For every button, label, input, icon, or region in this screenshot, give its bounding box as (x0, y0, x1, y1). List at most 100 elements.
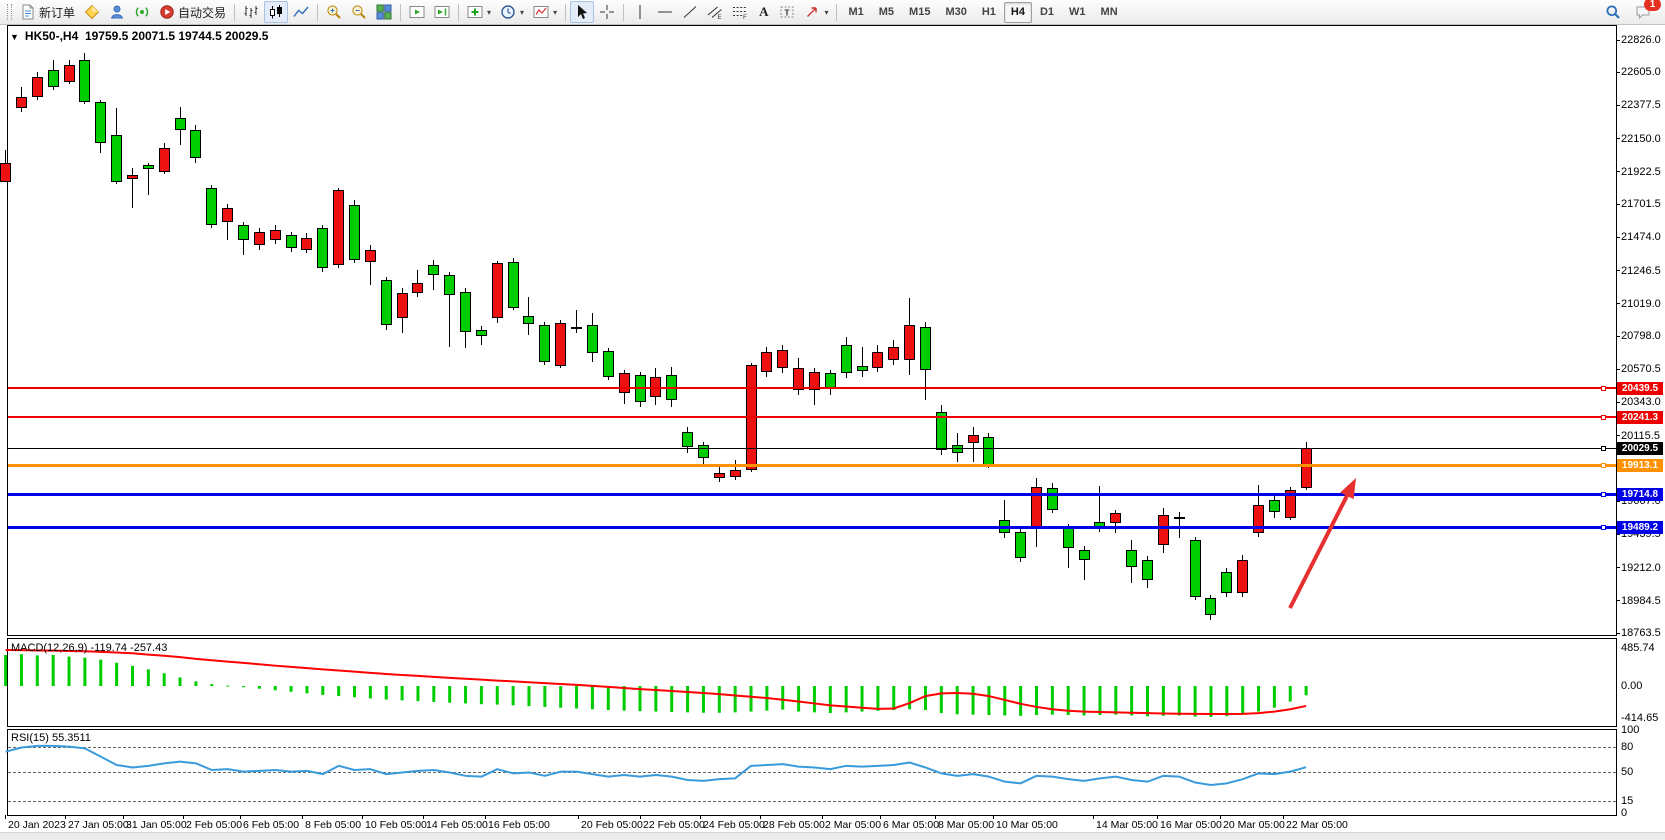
chart-window[interactable]: ▼ HK50-,H4 19759.5 20071.5 19744.5 20029.… (0, 25, 1665, 840)
time-tick-label: 24 Feb 05:00 (703, 819, 765, 831)
toolbar: 新订单 自动交易 ▾ ▾ (0, 0, 1665, 25)
macd-panel[interactable] (7, 638, 1617, 727)
timeframe-m30[interactable]: M30 (945, 6, 967, 18)
signals-button[interactable] (130, 1, 154, 23)
separator (458, 3, 460, 21)
fibonacci-tool[interactable]: F (728, 1, 752, 23)
timeframe-h4[interactable]: H4 (1003, 1, 1032, 23)
horizontal-level-line-19489.2[interactable] (8, 525, 1616, 529)
rsi-indicator-label: RSI(15) 55.3511 (11, 732, 91, 744)
time-tick-label: 2 Mar 05:00 (825, 819, 882, 831)
time-tick-label: 16 Feb 05:00 (488, 819, 550, 831)
line-anchor-handle[interactable] (1601, 445, 1606, 451)
toolbar-grip[interactable] (7, 4, 12, 20)
tile-windows-button[interactable] (372, 1, 396, 23)
community-button[interactable] (105, 1, 129, 23)
candle (713, 472, 725, 478)
horizontal-line-tool[interactable] (653, 1, 677, 23)
new-order-button[interactable]: 新订单 (16, 1, 79, 23)
crosshair-tool-button[interactable] (595, 1, 619, 23)
price-tick-label: 22150.0 (1621, 132, 1661, 145)
candle-wick (972, 426, 974, 462)
templates-button[interactable]: ▾ (529, 1, 561, 23)
zoom-in-icon (327, 5, 341, 19)
price-axis-tick (1616, 533, 1620, 535)
line-anchor-handle[interactable] (1601, 524, 1606, 530)
indicators-button[interactable]: ▾ (463, 1, 495, 23)
price-axis-tick (1616, 368, 1620, 370)
line-anchor-handle[interactable] (1601, 385, 1606, 391)
signal-icon (135, 7, 149, 17)
auto-trading-button[interactable]: 自动交易 (155, 1, 230, 23)
market-watch-button[interactable] (80, 1, 104, 23)
line-anchor-handle[interactable] (1601, 491, 1606, 497)
timeframe-h1[interactable]: H1 (981, 6, 996, 18)
price-axis-tick (1616, 632, 1620, 634)
zoom-out-button[interactable] (347, 1, 371, 23)
candle (555, 322, 567, 366)
notifications-button[interactable]: 1 (1631, 0, 1661, 23)
candle (475, 330, 487, 336)
horizontal-level-line-20029.5[interactable] (8, 447, 1616, 449)
candle (1142, 559, 1154, 580)
arrows-tool[interactable]: ▾ (800, 1, 832, 23)
horizontal-level-line-19913.1[interactable] (8, 463, 1616, 467)
line-anchor-handle[interactable] (1601, 414, 1606, 420)
time-axis-tick (183, 815, 184, 819)
chart-shift-button[interactable] (430, 1, 454, 23)
separator (234, 3, 236, 21)
candle (951, 444, 963, 453)
time-axis-tick (362, 815, 363, 819)
timeframe-w1[interactable]: W1 (1069, 6, 1086, 18)
timeframe-m5[interactable]: M5 (878, 6, 895, 18)
vertical-line-tool[interactable] (628, 1, 652, 23)
price-axis-tick (1616, 270, 1620, 272)
bar-chart-button[interactable] (239, 1, 263, 23)
candle (491, 262, 503, 319)
horizontal-line-icon (658, 11, 673, 13)
auto-scroll-button[interactable] (405, 1, 429, 23)
text-tool-icon: A (759, 4, 769, 19)
line-anchor-handle[interactable] (1601, 462, 1606, 468)
zoom-in-button[interactable] (322, 1, 346, 23)
candle (682, 431, 694, 447)
auto-trading-label: 自动交易 (178, 5, 227, 20)
candlestick-chart-button[interactable] (264, 1, 289, 23)
price-panel[interactable] (7, 25, 1617, 636)
candle (15, 97, 27, 109)
collapse-triangle-icon[interactable]: ▼ (10, 32, 19, 42)
text-label-tool[interactable]: T (775, 1, 799, 23)
rsi-level-line (8, 771, 1616, 773)
rsi-axis-label: 100 (1621, 724, 1640, 736)
candle (1189, 539, 1201, 597)
candle (317, 228, 329, 269)
time-tick-label: 2 Feb 05:00 (186, 819, 243, 831)
text-tool[interactable]: A (753, 1, 774, 23)
svg-text:E: E (718, 15, 722, 20)
candle (1126, 549, 1138, 567)
search-button[interactable] (1601, 1, 1625, 23)
line-chart-button[interactable] (289, 1, 313, 23)
candle (126, 174, 138, 179)
candle (0, 162, 12, 182)
timeframe-m15[interactable]: M15 (909, 6, 931, 18)
timeframe-d1[interactable]: D1 (1039, 6, 1055, 18)
price-tick-label: 21701.5 (1621, 198, 1661, 211)
timeframe-mn[interactable]: MN (1100, 6, 1118, 18)
periods-button[interactable]: ▾ (496, 1, 528, 23)
trendline-tool[interactable] (678, 1, 702, 23)
rsi-level-line (8, 746, 1616, 748)
timeframe-m1[interactable]: M1 (848, 6, 864, 18)
price-tick-label: 20343.0 (1621, 396, 1661, 409)
channel-tool[interactable]: E (703, 1, 727, 23)
svg-text:T: T (785, 7, 791, 17)
price-axis-tick (1616, 138, 1620, 140)
horizontal-level-line-19714.8[interactable] (8, 492, 1616, 496)
horizontal-level-line-20439.5[interactable] (8, 387, 1616, 390)
macd-axis-label: -414.65 (1621, 712, 1659, 725)
cursor-tool-button[interactable] (570, 1, 595, 23)
svg-text:F: F (743, 14, 747, 20)
price-flag-20241.3: 20241.3 (1617, 410, 1663, 424)
price-axis-tick (1616, 600, 1620, 602)
horizontal-level-line-20241.3[interactable] (8, 416, 1616, 419)
